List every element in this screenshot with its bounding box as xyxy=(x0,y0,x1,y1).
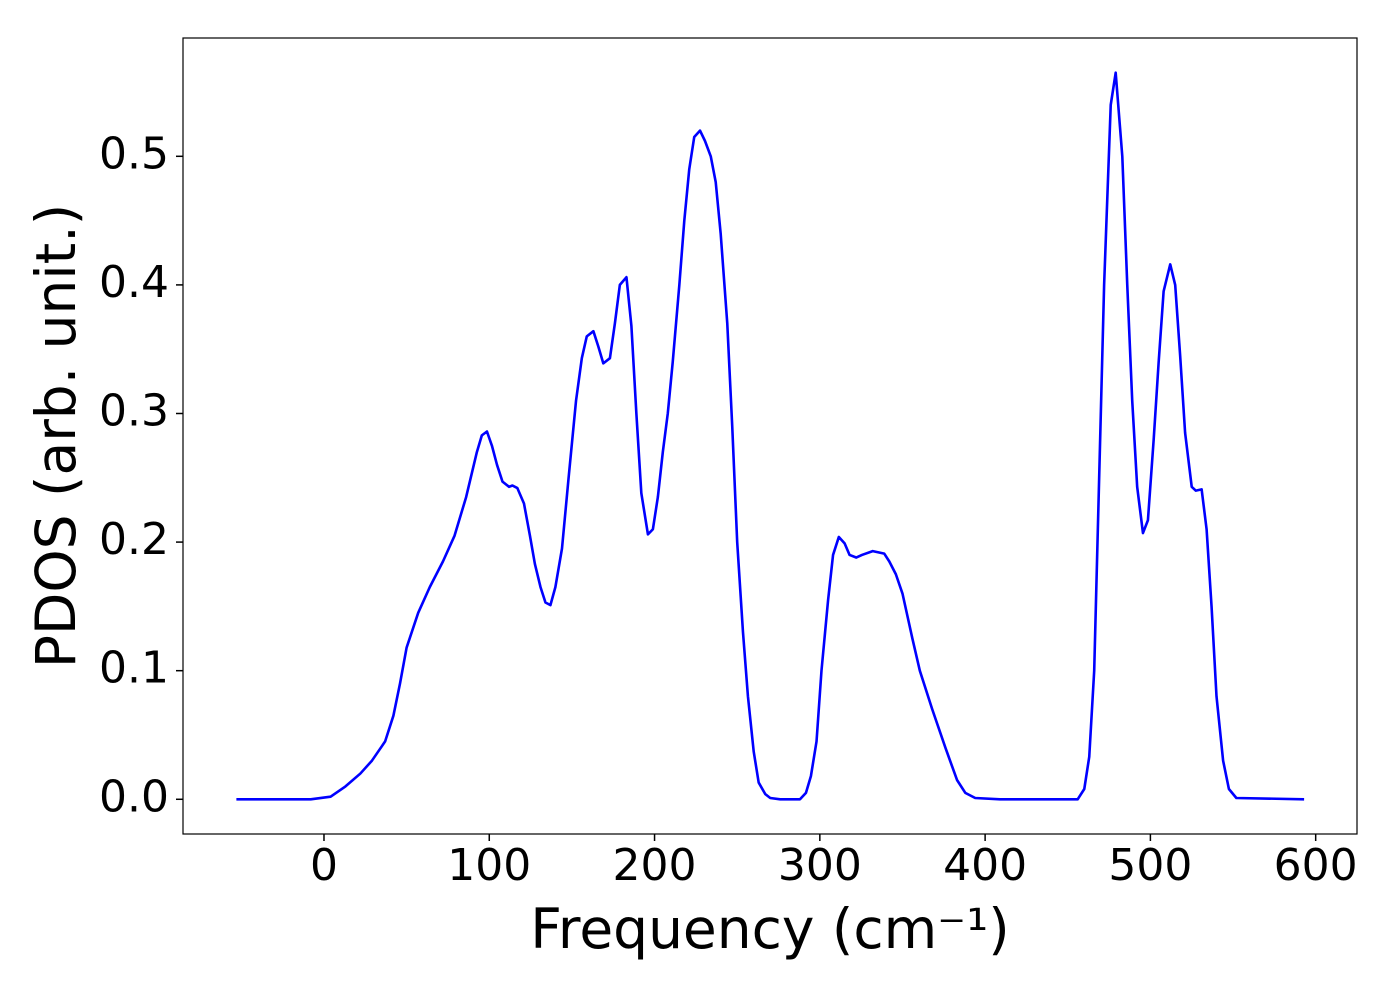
x-tick-label: 400 xyxy=(943,840,1027,891)
y-tick-label: 0.1 xyxy=(99,643,169,694)
x-tick-label: 100 xyxy=(447,840,531,891)
y-tick-label: 0.4 xyxy=(99,257,169,308)
y-tick-label: 0.2 xyxy=(99,514,169,565)
plot-frame xyxy=(182,37,1358,835)
x-tick-label: 500 xyxy=(1108,840,1192,891)
x-tick-label: 600 xyxy=(1274,840,1358,891)
x-axis-label: Frequency (cm⁻¹) xyxy=(530,897,1009,961)
x-tick-label: 0 xyxy=(310,840,338,891)
data-line xyxy=(236,71,1305,801)
x-tick-label: 300 xyxy=(778,840,862,891)
y-axis-label: PDOS (arb. unit.) xyxy=(24,204,88,668)
y-tick-label: 0.5 xyxy=(99,128,169,179)
x-tick-label: 200 xyxy=(613,840,697,891)
y-tick-label: 0.3 xyxy=(99,385,169,436)
y-tick-label: 0.0 xyxy=(99,771,169,822)
